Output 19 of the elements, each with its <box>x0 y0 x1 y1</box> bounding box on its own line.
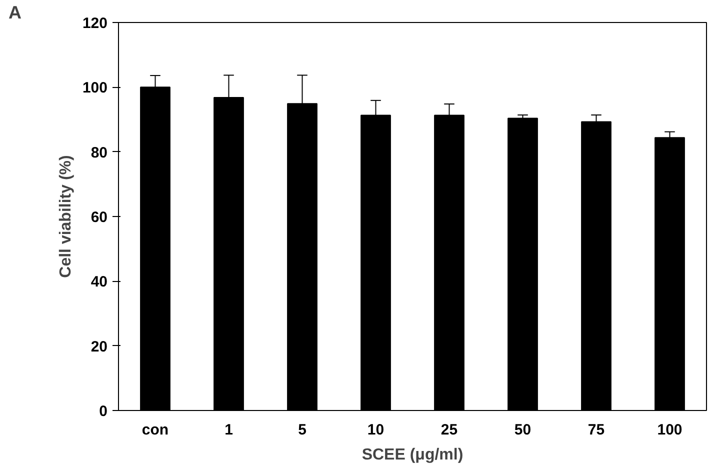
y-tick-label: 0 <box>99 403 108 420</box>
y-tick-label: 120 <box>82 15 108 32</box>
bar <box>508 118 538 410</box>
text: A <box>8 2 22 22</box>
x-tick-label: con <box>142 422 169 438</box>
x-tick-label: 50 <box>514 422 532 438</box>
y-tick-label: 100 <box>82 80 108 97</box>
x-tick-label: 75 <box>588 422 605 438</box>
y-tick-label: 80 <box>90 144 108 162</box>
y-tick-label: 40 <box>90 274 108 291</box>
x-tick-label: 5 <box>298 422 306 438</box>
x-tick-label: 10 <box>367 422 384 438</box>
x-tick-label: 100 <box>657 422 682 438</box>
y-tick-label: 20 <box>90 338 108 356</box>
y-axis-title: Cell viability (%) <box>57 155 74 278</box>
x-tick-label: 25 <box>440 422 458 438</box>
x-axis-title: SCEE (μg/ml) <box>362 446 464 464</box>
x-tick-label: 1 <box>224 422 233 438</box>
y-tick-label: 60 <box>90 209 108 226</box>
